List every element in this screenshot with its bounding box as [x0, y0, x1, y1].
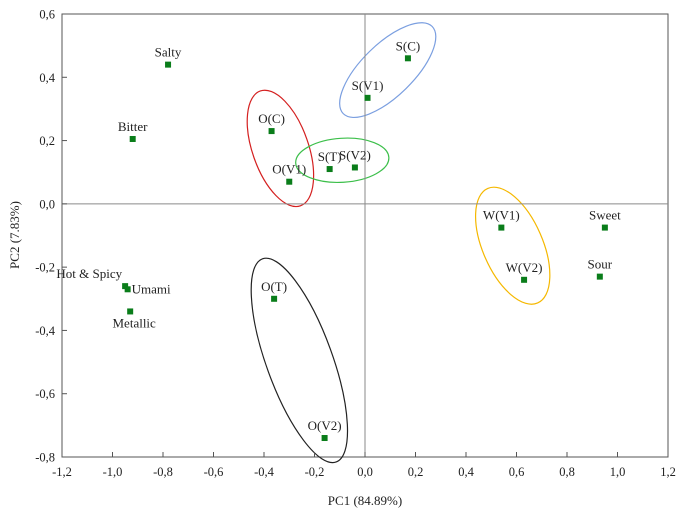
- cluster-ellipse-s-c-s-v1: [339, 22, 437, 119]
- y-tick-label: 0,6: [39, 8, 55, 22]
- point-sweet: [601, 224, 608, 231]
- point-label-s-v1: S(V1): [352, 78, 384, 93]
- point-label-sweet: Sweet: [589, 208, 621, 223]
- y-tick-label: -0,2: [35, 261, 55, 275]
- point-o-v2: [321, 435, 328, 442]
- point-label-o-t: O(T): [261, 279, 287, 294]
- point-label-w-v2: W(V2): [506, 260, 543, 275]
- point-w-v2: [521, 276, 528, 283]
- x-tick-label: 1,0: [610, 465, 626, 479]
- cluster-ellipse-o-c-o-v1: [246, 89, 315, 208]
- reference-lines: [62, 14, 668, 457]
- point-label-s-t: S(T): [318, 149, 342, 164]
- point-label-o-v1: O(V1): [272, 162, 306, 177]
- cluster-ellipse-w-v1-w-v2: [474, 186, 551, 305]
- point-label-s-c: S(C): [396, 38, 421, 53]
- point-label-w-v1: W(V1): [483, 208, 520, 223]
- point-label-sour: Sour: [588, 257, 613, 272]
- y-tick-label: 0,4: [39, 71, 55, 85]
- x-tick-label: -1,2: [52, 465, 72, 479]
- point-label-metallic: Metallic: [113, 315, 157, 330]
- x-tick-label: 0,0: [357, 465, 373, 479]
- point-w-v1: [498, 224, 505, 231]
- point-label-o-c: O(C): [258, 111, 285, 126]
- point-label-bitter: Bitter: [118, 119, 148, 134]
- point-sour: [596, 273, 603, 280]
- x-tick-label: -1,0: [103, 465, 123, 479]
- point-o-t: [271, 295, 278, 302]
- point-label-hot-spicy: Hot & Spicy: [56, 266, 122, 281]
- point-s-t: [326, 166, 333, 173]
- cluster-ellipse-o-t-o-v2: [250, 257, 349, 464]
- point-s-v1: [364, 94, 371, 101]
- point-s-c: [404, 55, 411, 62]
- point-label-s-v2: S(V2): [339, 147, 371, 162]
- x-tick-label: 0,6: [509, 465, 525, 479]
- axis-ticks: -1,2 -1,0 -0,8 -0,6 -0,4 -0,2 0,0 0,2 0,4 0,6 0,8 1…: [35, 8, 676, 480]
- x-tick-label: -0,4: [254, 465, 275, 479]
- point-s-v2: [351, 164, 358, 171]
- y-tick-label: -0,4: [35, 324, 56, 338]
- data-points: Salty Bitter Hot & Spicy Umami Metallic S(C) S…: [56, 38, 621, 442]
- point-o-c: [268, 128, 275, 135]
- y-tick-label: -0,8: [35, 451, 55, 465]
- y-tick-label: 0,0: [39, 197, 55, 211]
- x-tick-label: -0,8: [153, 465, 173, 479]
- point-metallic: [127, 308, 134, 315]
- x-axis-label: PC1 (84.89%): [328, 493, 402, 508]
- x-tick-label: 0,2: [408, 465, 424, 479]
- x-tick-label: 0,8: [559, 465, 575, 479]
- x-tick-label: -0,6: [204, 465, 224, 479]
- point-o-v1: [286, 178, 293, 185]
- point-salty: [165, 61, 172, 68]
- cluster-ellipse-s-t-s-v2: [295, 137, 390, 184]
- y-axis-label: PC2 (7.83%): [7, 201, 22, 269]
- cluster-ellipses: [246, 22, 551, 464]
- x-tick-label: 1,2: [660, 465, 676, 479]
- x-tick-label: 0,4: [458, 465, 474, 479]
- point-label-o-v2: O(V2): [308, 418, 342, 433]
- point-label-salty: Salty: [155, 45, 182, 60]
- y-tick-label: -0,6: [35, 387, 55, 401]
- y-tick-label: 0,2: [39, 134, 55, 148]
- point-label-umami: Umami: [132, 281, 171, 296]
- point-bitter: [129, 135, 136, 142]
- point-umami: [124, 286, 131, 293]
- x-tick-label: -0,2: [305, 465, 325, 479]
- point-hot-spicy: [122, 283, 129, 290]
